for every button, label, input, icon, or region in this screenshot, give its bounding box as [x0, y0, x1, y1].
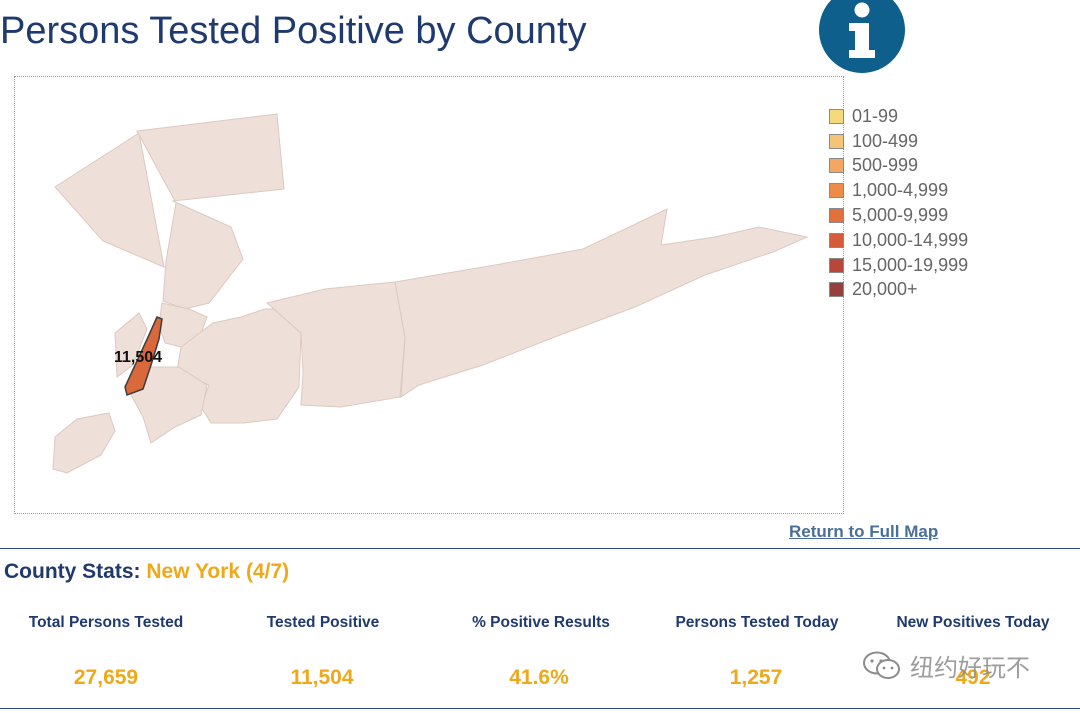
legend-label: 15,000-19,999: [852, 254, 969, 275]
watermark-text: 纽约好玩不: [910, 654, 1030, 682]
stats-divider-bottom: [0, 708, 1080, 709]
map-legend: 01-99 100-499 500-999 1,000-4,999 5,000-9,99…: [829, 104, 968, 302]
legend-label: 10,000-14,999: [852, 229, 969, 250]
legend-item: 15,000-19,999: [829, 253, 968, 278]
legend-swatch: [829, 158, 844, 174]
wechat-icon: [863, 651, 900, 679]
legend-swatch: [829, 282, 844, 298]
legend-swatch: [829, 208, 844, 224]
info-icon[interactable]: [818, 0, 906, 74]
stat-label-total-tested: Total Persons Tested: [28, 614, 184, 631]
stat-label-tested-today: Persons Tested Today: [675, 614, 839, 631]
legend-swatch: [829, 257, 844, 273]
county-stats-prefix: County Stats:: [4, 560, 147, 583]
legend-label: 500-999: [852, 155, 919, 176]
legend-swatch: [829, 133, 844, 149]
page-title: Persons Tested Positive by County: [0, 10, 587, 52]
legend-item: 20,000+: [829, 278, 968, 303]
stat-value-total-tested: 27,659: [73, 666, 139, 689]
legend-item: 500-999: [829, 154, 968, 179]
legend-swatch: [829, 232, 844, 248]
stat-label-percent-positive: % Positive Results: [472, 614, 610, 631]
stat-label-new-positives-today: New Positives Today: [896, 614, 1050, 631]
county-queens[interactable]: [176, 308, 302, 424]
stat-value-percent-positive: 41.6%: [509, 666, 569, 689]
stats-divider-top: [0, 548, 1080, 549]
legend-item: 01-99: [829, 104, 968, 129]
county-bergen-area[interactable]: [114, 312, 148, 378]
map-value-label: 11,504: [114, 349, 162, 366]
legend-label: 20,000+: [852, 279, 918, 300]
stat-value-new-positives-today: 492: [955, 666, 991, 689]
legend-swatch: [829, 183, 844, 199]
county-westchester[interactable]: [136, 113, 285, 310]
stat-value-tested-today: 1,257: [729, 666, 783, 689]
county-stats-heading: County Stats: New York (4/7): [4, 560, 289, 584]
county-nassau[interactable]: [265, 281, 406, 408]
county-suffolk[interactable]: [394, 208, 809, 398]
county-rockland[interactable]: [54, 132, 165, 268]
county-richmond[interactable]: [52, 412, 116, 474]
legend-label: 100-499: [852, 130, 919, 151]
county-map[interactable]: 11,504: [14, 76, 844, 514]
legend-label: 01-99: [852, 105, 899, 126]
watermark: 纽约好玩不: [862, 648, 1030, 683]
legend-label: 1,000-4,999: [852, 180, 949, 201]
county-stats-county: New York (4/7): [146, 560, 290, 583]
svg-text:11,504: 11,504: [114, 349, 162, 366]
legend-item: 1,000-4,999: [829, 178, 968, 203]
legend-item: 100-499: [829, 129, 968, 154]
county-new-york[interactable]: [124, 316, 163, 396]
legend-swatch: [829, 108, 844, 124]
county-kings[interactable]: [130, 366, 208, 444]
legend-item: 5,000-9,999: [829, 203, 968, 228]
return-to-full-map-link[interactable]: Return to Full Map: [789, 522, 939, 541]
legend-item: 10,000-14,999: [829, 228, 968, 253]
stat-label-tested-positive: Tested Positive: [266, 614, 380, 631]
stat-value-tested-positive: 11,504: [290, 666, 354, 689]
legend-label: 5,000-9,999: [852, 205, 949, 226]
